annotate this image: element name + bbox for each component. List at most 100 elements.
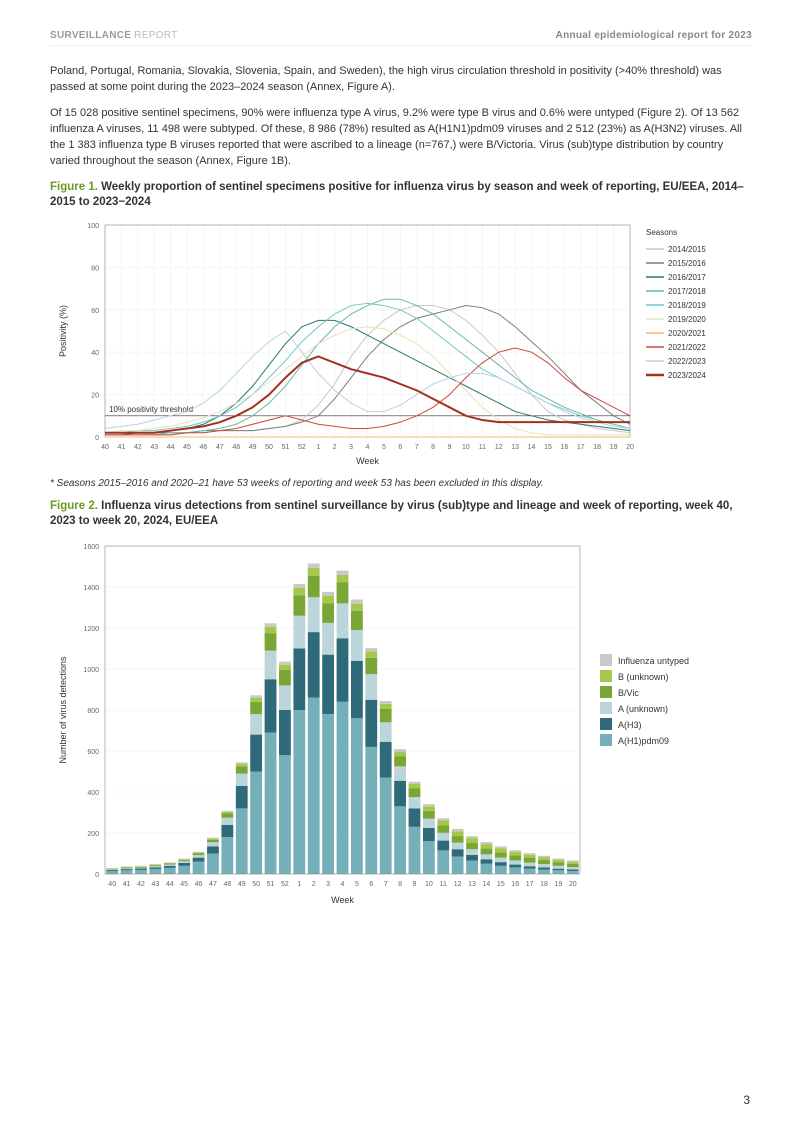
svg-text:1: 1 bbox=[316, 444, 320, 451]
svg-text:10% positivity threshold: 10% positivity threshold bbox=[109, 404, 193, 413]
svg-text:43: 43 bbox=[151, 881, 159, 888]
figure1-title: Weekly proportion of sentinel specimens … bbox=[50, 181, 744, 209]
figure1-caption: Figure 1. Weekly proportion of sentinel … bbox=[50, 180, 752, 211]
svg-text:2020/2021: 2020/2021 bbox=[668, 329, 706, 338]
svg-text:1200: 1200 bbox=[83, 626, 99, 633]
svg-text:7: 7 bbox=[415, 444, 419, 451]
svg-text:18: 18 bbox=[540, 881, 548, 888]
svg-text:60: 60 bbox=[91, 307, 99, 314]
svg-text:600: 600 bbox=[87, 749, 99, 756]
svg-text:49: 49 bbox=[249, 444, 257, 451]
svg-text:13: 13 bbox=[468, 881, 476, 888]
svg-text:13: 13 bbox=[511, 444, 519, 451]
svg-text:14: 14 bbox=[483, 881, 491, 888]
svg-text:40: 40 bbox=[108, 881, 116, 888]
svg-text:Week: Week bbox=[356, 456, 379, 466]
svg-text:10: 10 bbox=[425, 881, 433, 888]
svg-text:Number of virus detections: Number of virus detections bbox=[58, 656, 68, 764]
svg-text:2021/2022: 2021/2022 bbox=[668, 343, 706, 352]
svg-text:42: 42 bbox=[137, 881, 145, 888]
svg-text:12: 12 bbox=[454, 881, 462, 888]
svg-text:1400: 1400 bbox=[83, 585, 99, 592]
svg-text:52: 52 bbox=[298, 444, 306, 451]
figure1-svg: 0204060801004041424344454647484950515212… bbox=[50, 217, 750, 467]
svg-text:6: 6 bbox=[369, 881, 373, 888]
svg-text:48: 48 bbox=[232, 444, 240, 451]
svg-text:9: 9 bbox=[448, 444, 452, 451]
svg-text:8: 8 bbox=[431, 444, 435, 451]
paragraph-1: Poland, Portugal, Romania, Slovakia, Slo… bbox=[50, 64, 752, 96]
svg-text:14: 14 bbox=[528, 444, 536, 451]
svg-text:40: 40 bbox=[91, 350, 99, 357]
svg-text:0: 0 bbox=[95, 872, 99, 879]
svg-text:48: 48 bbox=[223, 881, 231, 888]
header-left-bold: SURVEILLANCE bbox=[50, 30, 131, 41]
svg-text:45: 45 bbox=[183, 444, 191, 451]
svg-text:B/Vic: B/Vic bbox=[618, 688, 639, 698]
page-header: SURVEILLANCE REPORT Annual epidemiologic… bbox=[50, 30, 752, 46]
svg-text:20: 20 bbox=[626, 444, 634, 451]
svg-text:47: 47 bbox=[209, 881, 217, 888]
svg-text:A(H3): A(H3) bbox=[618, 720, 642, 730]
figure2-title: Influenza virus detections from sentinel… bbox=[50, 500, 733, 528]
svg-text:2: 2 bbox=[312, 881, 316, 888]
figure1-chart: 0204060801004041424344454647484950515212… bbox=[50, 217, 752, 472]
svg-text:44: 44 bbox=[167, 444, 175, 451]
header-left: SURVEILLANCE REPORT bbox=[50, 30, 178, 41]
svg-text:46: 46 bbox=[195, 881, 203, 888]
svg-text:2014/2015: 2014/2015 bbox=[668, 245, 706, 254]
svg-text:2: 2 bbox=[333, 444, 337, 451]
svg-text:10: 10 bbox=[462, 444, 470, 451]
svg-text:2017/2018: 2017/2018 bbox=[668, 287, 706, 296]
figure2-caption: Figure 2. Influenza virus detections fro… bbox=[50, 499, 752, 530]
svg-text:Seasons: Seasons bbox=[646, 228, 677, 237]
svg-text:7: 7 bbox=[384, 881, 388, 888]
svg-text:Influenza untyped: Influenza untyped bbox=[618, 656, 689, 666]
svg-text:41: 41 bbox=[123, 881, 131, 888]
header-right: Annual epidemiological report for 2023 bbox=[556, 30, 752, 41]
svg-text:2016/2017: 2016/2017 bbox=[668, 273, 706, 282]
svg-text:17: 17 bbox=[577, 444, 585, 451]
svg-text:40: 40 bbox=[101, 444, 109, 451]
svg-text:200: 200 bbox=[87, 831, 99, 838]
svg-text:2023/2024: 2023/2024 bbox=[668, 371, 706, 380]
svg-text:52: 52 bbox=[281, 881, 289, 888]
svg-text:11: 11 bbox=[479, 444, 486, 451]
svg-text:12: 12 bbox=[495, 444, 503, 451]
svg-text:45: 45 bbox=[180, 881, 188, 888]
svg-text:47: 47 bbox=[216, 444, 224, 451]
figure2-label: Figure 2. bbox=[50, 500, 98, 512]
svg-text:20: 20 bbox=[569, 881, 577, 888]
svg-text:20: 20 bbox=[91, 392, 99, 399]
svg-text:1: 1 bbox=[297, 881, 301, 888]
svg-text:50: 50 bbox=[252, 881, 260, 888]
svg-text:A(H1)pdm09: A(H1)pdm09 bbox=[618, 736, 669, 746]
figure1-label: Figure 1. bbox=[50, 181, 98, 193]
svg-text:41: 41 bbox=[118, 444, 126, 451]
svg-text:A (unknown): A (unknown) bbox=[618, 704, 668, 714]
svg-text:8: 8 bbox=[398, 881, 402, 888]
svg-text:49: 49 bbox=[238, 881, 246, 888]
svg-text:Positivity (%): Positivity (%) bbox=[58, 305, 68, 357]
svg-text:44: 44 bbox=[166, 881, 174, 888]
svg-text:51: 51 bbox=[282, 444, 290, 451]
page-number: 3 bbox=[743, 1093, 750, 1107]
svg-text:400: 400 bbox=[87, 790, 99, 797]
svg-text:17: 17 bbox=[526, 881, 534, 888]
svg-text:1000: 1000 bbox=[83, 667, 99, 674]
svg-text:43: 43 bbox=[150, 444, 158, 451]
svg-text:1600: 1600 bbox=[83, 544, 99, 551]
svg-text:100: 100 bbox=[87, 223, 99, 230]
svg-text:5: 5 bbox=[355, 881, 359, 888]
svg-text:11: 11 bbox=[440, 881, 447, 888]
svg-text:2022/2023: 2022/2023 bbox=[668, 357, 706, 366]
figure2-svg: 0200400600800100012001400160040414243444… bbox=[50, 536, 750, 906]
figure1-footnote: * Seasons 2015–2016 and 2020–21 have 53 … bbox=[50, 478, 752, 489]
svg-text:18: 18 bbox=[593, 444, 601, 451]
svg-text:3: 3 bbox=[349, 444, 353, 451]
paragraph-2: Of 15 028 positive sentinel specimens, 9… bbox=[50, 106, 752, 170]
svg-text:B (unknown): B (unknown) bbox=[618, 672, 669, 682]
svg-text:15: 15 bbox=[497, 881, 505, 888]
svg-text:Week: Week bbox=[331, 895, 354, 905]
svg-text:2019/2020: 2019/2020 bbox=[668, 315, 706, 324]
